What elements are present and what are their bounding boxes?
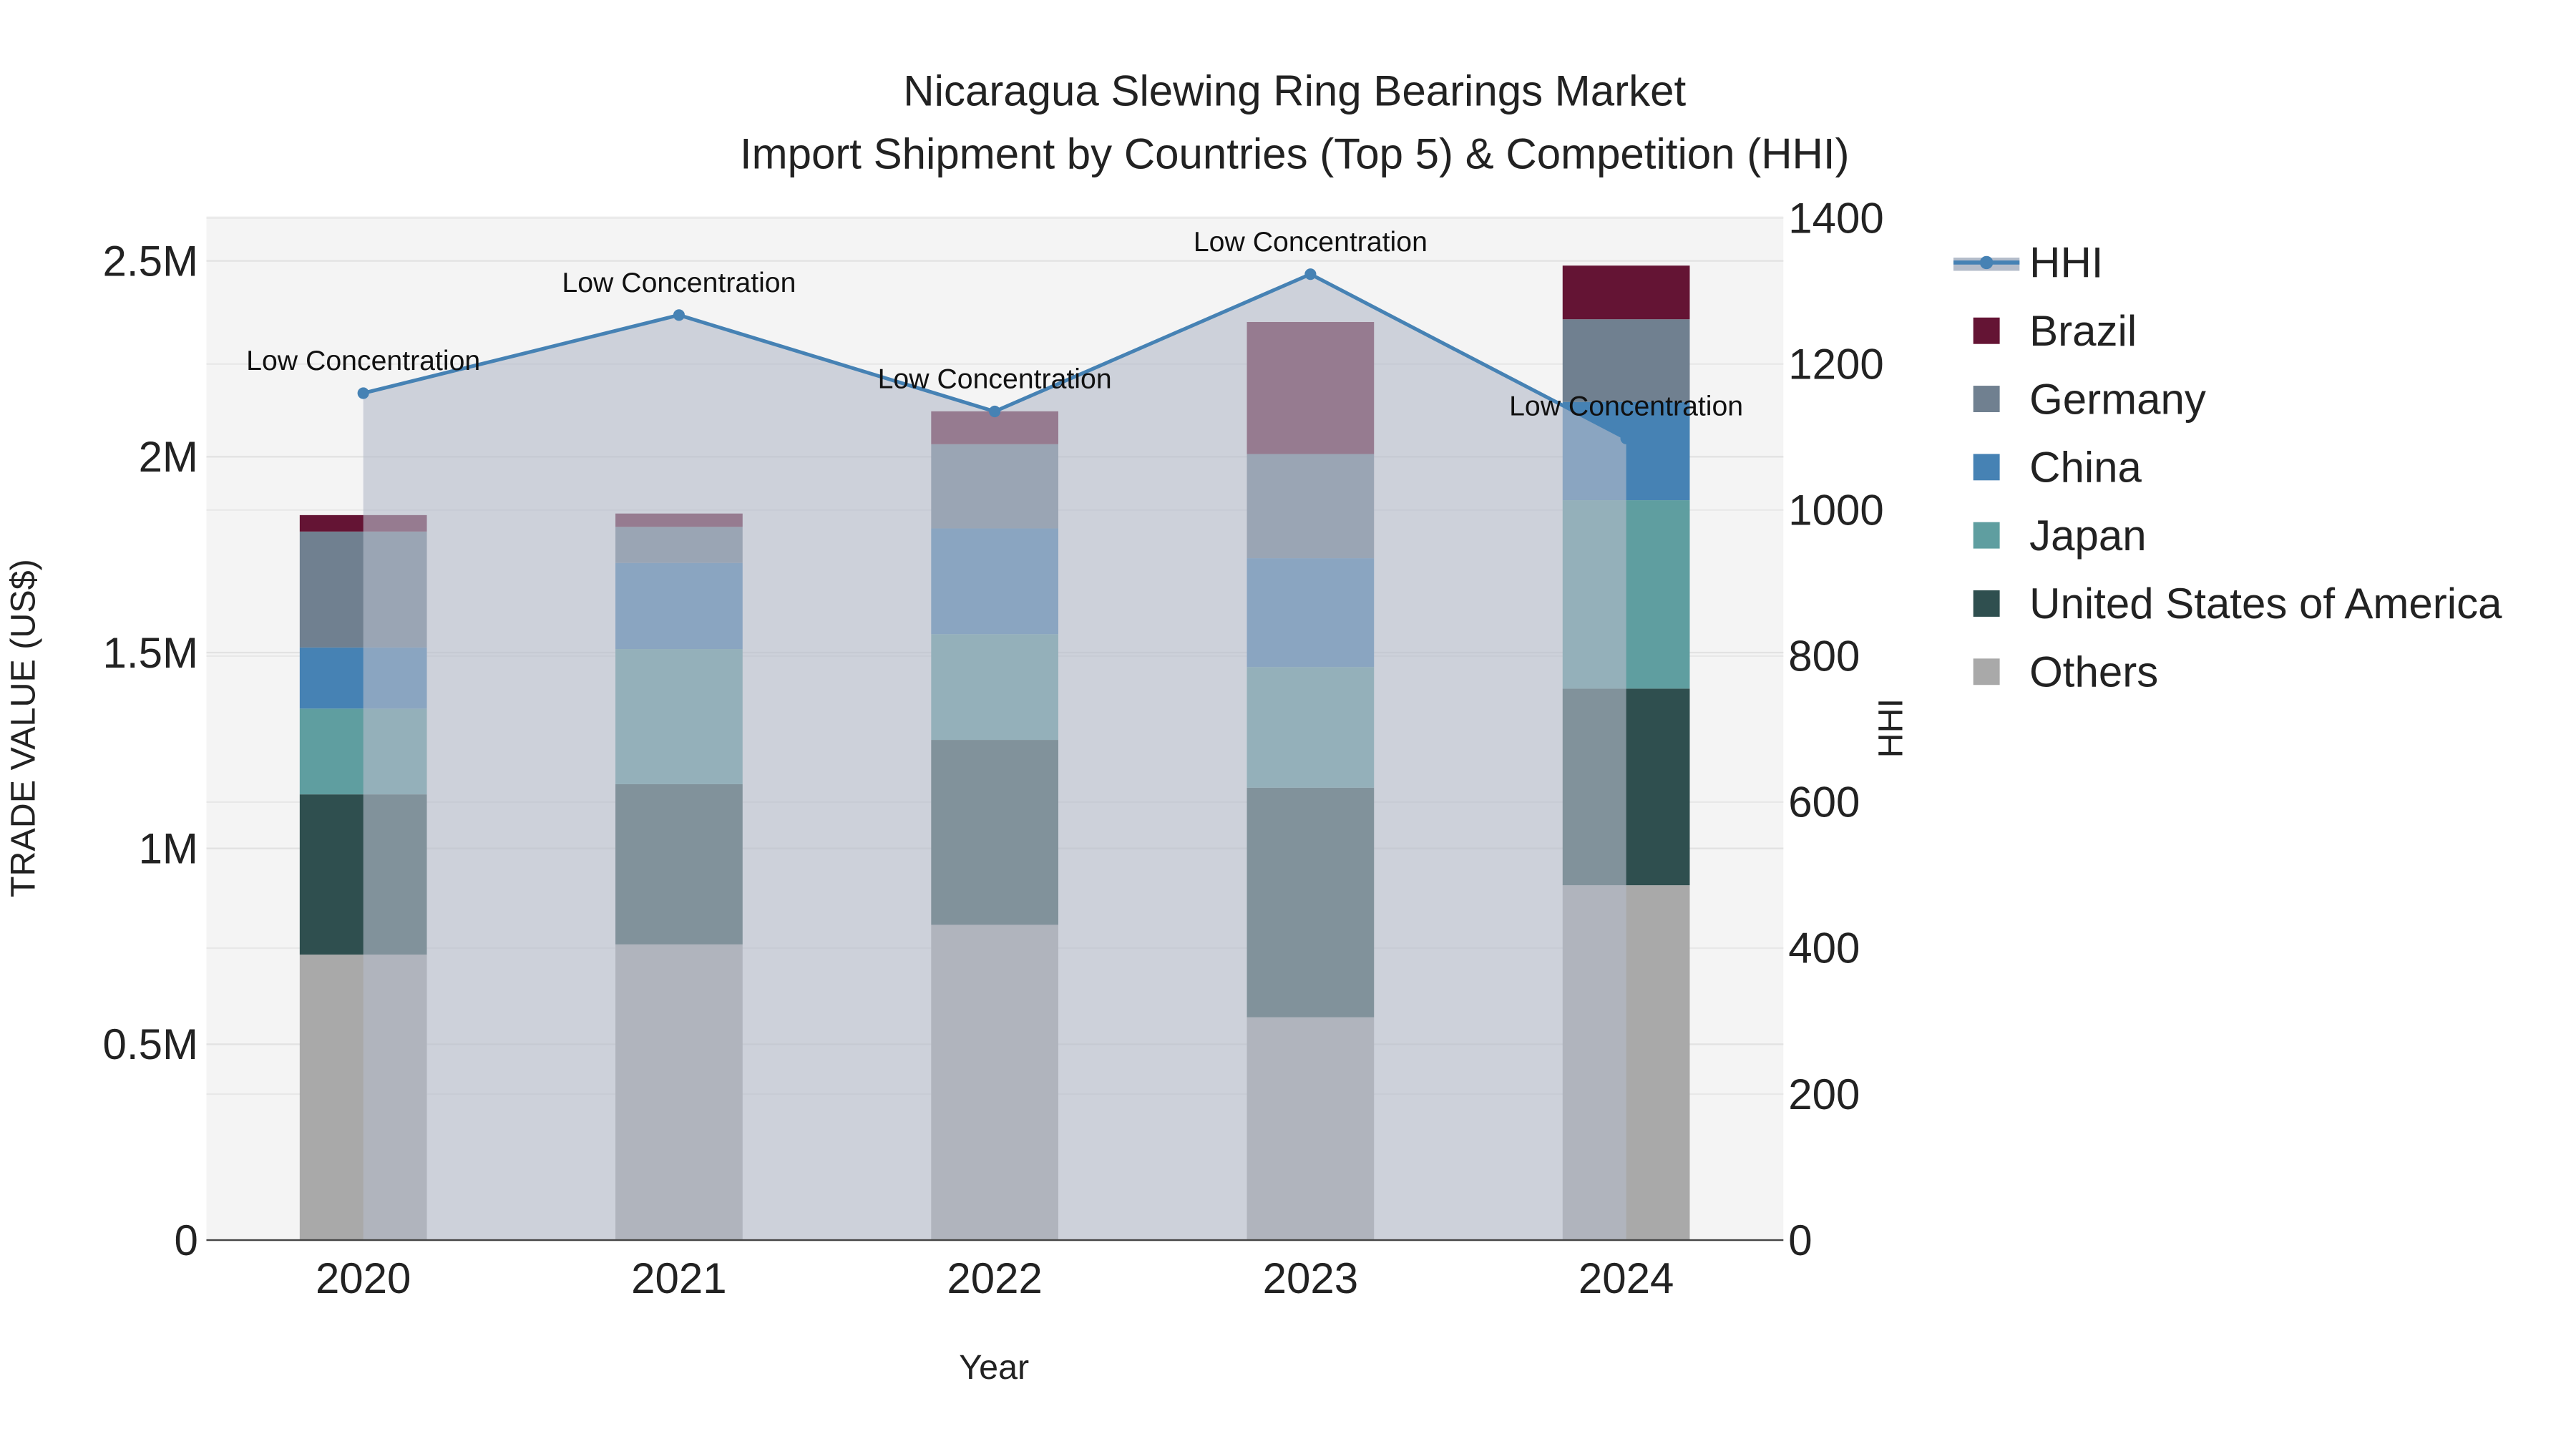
y2-tick-label: 800 [1788,633,1860,680]
chart-subtitle: Import Shipment by Countries (Top 5) & C… [740,130,1850,177]
x-axis-ticks: 2020 2021 2022 2023 2024 [316,1254,1674,1302]
legend-swatch-marker [1979,255,1994,270]
legend-label: HHI [2029,239,2103,287]
y2-axis-title: HHI [1871,698,1910,758]
y2-tick-label: 1200 [1788,340,1883,388]
legend-label: Japan [2029,512,2146,560]
legend-item-germany[interactable]: Germany [1973,375,2206,423]
legend-swatch [1973,522,2000,549]
hhi-point-2023[interactable] [1304,268,1317,280]
y2-tick-label: 1400 [1788,194,1883,242]
y2-tick-label: 200 [1788,1070,1860,1118]
y-axis-title: TRADE VALUE (US$) [4,559,42,897]
legend-label: Others [2029,648,2158,696]
hhi-point-2022[interactable] [989,405,1001,418]
legend-swatch [1973,386,2000,412]
x-tick-label: 2022 [947,1254,1042,1302]
legend-label: Germany [2029,375,2206,423]
legend-item-brazil[interactable]: Brazil [1973,307,2137,355]
y2-tick-label: 600 [1788,779,1860,826]
hhi-annotation: Low Concentration [878,364,1112,395]
x-axis-title: Year [959,1348,1029,1387]
x-tick-label: 2021 [631,1254,726,1302]
y-tick-label: 0.5M [103,1020,198,1068]
legend-label: China [2029,444,2142,492]
legend-item-japan[interactable]: Japan [1973,512,2147,560]
y2-tick-label: 1000 [1788,487,1883,535]
y2-tick-label: 400 [1788,924,1860,972]
bar-germany-2024[interactable] [1562,319,1690,402]
hhi-area [363,274,1626,1241]
y2-axis-ticks: 0 200 400 600 800 1000 1200 1400 [1788,194,1883,1264]
y-tick-label: 2.5M [103,237,198,285]
y-tick-label: 1.5M [103,629,198,677]
legend-item-hhi[interactable]: HHI [1953,239,2103,287]
x-tick-label: 2023 [1263,1254,1358,1302]
hhi-annotation: Low Concentration [562,267,796,298]
legend-item-united-states-of-america[interactable]: United States of America [1973,580,2502,628]
y-tick-label: 0 [175,1216,198,1264]
legend-item-others[interactable]: Others [1973,648,2159,696]
legend-swatch [1973,317,2000,344]
y2-tick-label: 0 [1788,1216,1812,1264]
y-tick-label: 2M [139,433,198,481]
hhi-point-2020[interactable] [357,387,369,399]
hhi-annotation: Low Concentration [246,345,480,376]
legend-label: Brazil [2029,307,2137,355]
legend: HHI Brazil Germany China Japan United States … [1953,239,2502,696]
legend-swatch [1973,590,2000,617]
chart-title: Nicaragua Slewing Ring Bearings Market [903,67,1686,115]
hhi-layer: Low Concentration Low Concentration Low Co… [246,226,1743,1241]
hhi-annotation: Low Concentration [1194,226,1428,258]
legend-label: United States of America [2029,580,2502,628]
y-axis-ticks: 0 0.5M 1M 1.5M 2M 2.5M [103,237,198,1264]
legend-swatch [1973,454,2000,481]
hhi-annotation: Low Concentration [1509,390,1743,421]
hhi-point-2021[interactable] [673,309,685,321]
legend-swatch [1973,658,2000,686]
x-tick-label: 2024 [1579,1254,1674,1302]
bar-brazil-2024[interactable] [1562,265,1690,320]
y-tick-label: 1M [139,824,198,872]
legend-item-china[interactable]: China [1973,444,2142,492]
x-tick-label: 2020 [316,1254,411,1302]
hhi-point-2024[interactable] [1620,432,1632,444]
